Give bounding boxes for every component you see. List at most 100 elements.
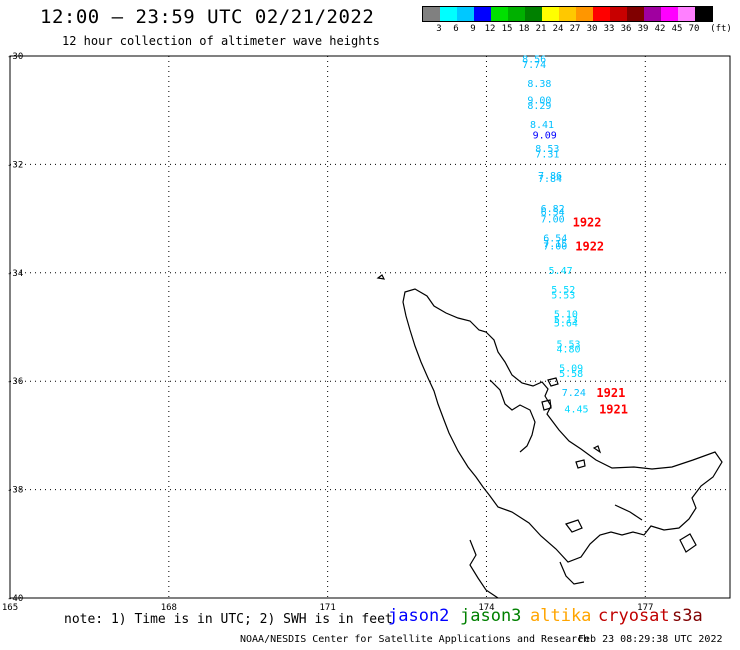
legend-swatch [491, 7, 508, 21]
wave-height-value: 9.00 [527, 95, 551, 106]
island-6 [565, 519, 583, 533]
observations-layer: 8.567.74 8.38 9.008.29 8.419.09 8.537.31 7.86… [522, 55, 588, 416]
new-zealand-coastline [376, 274, 723, 599]
wave-height-value: 8.53 [535, 144, 559, 155]
north-island-coast [402, 288, 723, 563]
generated-timestamp: Feb 23 08:29:38 UTC 2022 [578, 634, 723, 645]
map-title: 12:00 — 23:59 UTC 02/21/2022 [40, 6, 375, 28]
wave-height-value: 7.74 [522, 60, 546, 71]
legend-swatch [610, 7, 627, 21]
wave-height-value: 5.64 [554, 319, 578, 330]
wave-height-value: 8.29 [527, 101, 551, 112]
lat-tick-label: -30 [7, 52, 23, 62]
pass-time-label: 1921 [599, 402, 628, 416]
hauraki-gulf-coast [489, 379, 536, 453]
legend-labels: 3 6 9 12 15 18 21 24 27 30 33 36 39 42 45 70 (ft) [422, 22, 732, 36]
legend-swatch [457, 7, 474, 21]
lat-tick-label: -32 [7, 160, 23, 170]
legend-label: 70 [688, 24, 700, 34]
legend-label: 12 [484, 24, 496, 34]
lat-tick-label: -34 [7, 269, 23, 279]
wave-height-value: 7.15 [543, 239, 567, 250]
map-subtitle: 12 hour collection of altimeter wave hei… [62, 34, 380, 48]
lon-tick-label: 165 [2, 603, 18, 613]
legend-swatch [695, 7, 712, 21]
legend-swatch [593, 7, 610, 21]
wave-height-value: 7.86 [538, 171, 562, 182]
wave-height-value: 8.56 [522, 55, 546, 66]
legend-swatch [678, 7, 695, 21]
pass-time-label: 1922 [575, 240, 604, 254]
legend-swatch [576, 7, 593, 21]
legend-swatch [525, 7, 542, 21]
legend-label: 33 [603, 24, 615, 34]
legend-swatch [627, 7, 644, 21]
pass-time-label: 1921 [596, 386, 625, 400]
wave-height-value: 5.53 [556, 339, 580, 350]
legend-label: 21 [535, 24, 547, 34]
legend-color-bar [422, 6, 713, 22]
wave-height-value: 5.58 [559, 369, 583, 380]
east-cape-coast [614, 504, 643, 521]
satellite-cryosat: cryosat [598, 606, 670, 626]
legend-label: 42 [654, 24, 666, 34]
satellite-altika: altika [530, 606, 592, 626]
lat-lon-grid: 165 168 171 174 177 -30 -32 -34 -36 -38 -40 [2, 52, 731, 613]
lat-tick-label: -40 [7, 594, 23, 604]
wave-height-value: 7.00 [541, 215, 565, 226]
satellite-jason2: jason2 [388, 606, 450, 626]
lon-tick-label: 171 [320, 603, 336, 613]
legend-label: 27 [569, 24, 581, 34]
satellite-jason3: jason3 [460, 606, 522, 626]
wave-height-value: 5.10 [554, 309, 578, 320]
legend-swatch [508, 7, 525, 21]
lon-tick-label: 168 [161, 603, 177, 613]
wave-height-value: 5.13 [554, 315, 578, 326]
island-3 [541, 399, 552, 411]
island-7 [679, 533, 697, 553]
lon-tick-label: 177 [637, 603, 653, 613]
island-4 [592, 445, 602, 454]
legend-swatch [542, 7, 559, 21]
legend-swatch [440, 7, 457, 21]
legend-unit: (ft) [710, 24, 732, 34]
legend-label: 15 [501, 24, 513, 34]
wave-height-value: 5.52 [551, 285, 575, 296]
island-5 [575, 459, 586, 469]
wave-height-value: 5.47 [549, 266, 573, 277]
wave-height-value: 7.84 [538, 174, 562, 185]
wave-height-value: 7.00 [543, 242, 567, 253]
wave-height-value: 8.38 [527, 79, 551, 90]
wave-height-value: 4.80 [556, 345, 580, 356]
wave-height-value: 5.09 [559, 364, 583, 375]
legend-label: 30 [586, 24, 598, 34]
island-1 [376, 274, 386, 280]
legend-swatch [423, 7, 440, 21]
legend-label: 36 [620, 24, 632, 34]
legend-label: 6 [453, 24, 459, 34]
lon-tick-label: 174 [478, 603, 494, 613]
pass-labels-layer: 1922 1922 1921 1921 [573, 215, 628, 416]
legend-swatch [474, 7, 491, 21]
wave-height-value: 9.09 [533, 131, 557, 142]
map-frame [9, 55, 731, 599]
lat-tick-label: -36 [7, 377, 23, 387]
legend-label: 9 [470, 24, 476, 34]
wave-height-value: 5.53 [551, 290, 575, 301]
legend-label: 24 [552, 24, 564, 34]
legend-swatch [559, 7, 576, 21]
credit-text: NOAA/NESDIS Center for Satellite Applica… [240, 634, 590, 645]
wave-height-value: 4.45 [564, 404, 588, 415]
legend-label: 3 [436, 24, 442, 34]
pass-time-label: 1922 [573, 215, 602, 229]
wave-height-legend: 3 6 9 12 15 18 21 24 27 30 33 36 39 42 45 70 (ft) [422, 6, 732, 36]
wave-height-value: 7.31 [535, 150, 559, 161]
wave-height-value: 6.54 [543, 234, 567, 245]
wave-height-value: 7.24 [562, 388, 586, 399]
wave-height-value: 6.54 [541, 208, 565, 219]
units-note: note: 1) Time is in UTC; 2) SWH is in fe… [64, 612, 393, 627]
legend-swatch [644, 7, 661, 21]
island-2 [547, 377, 559, 387]
lat-tick-label: -38 [7, 486, 23, 496]
